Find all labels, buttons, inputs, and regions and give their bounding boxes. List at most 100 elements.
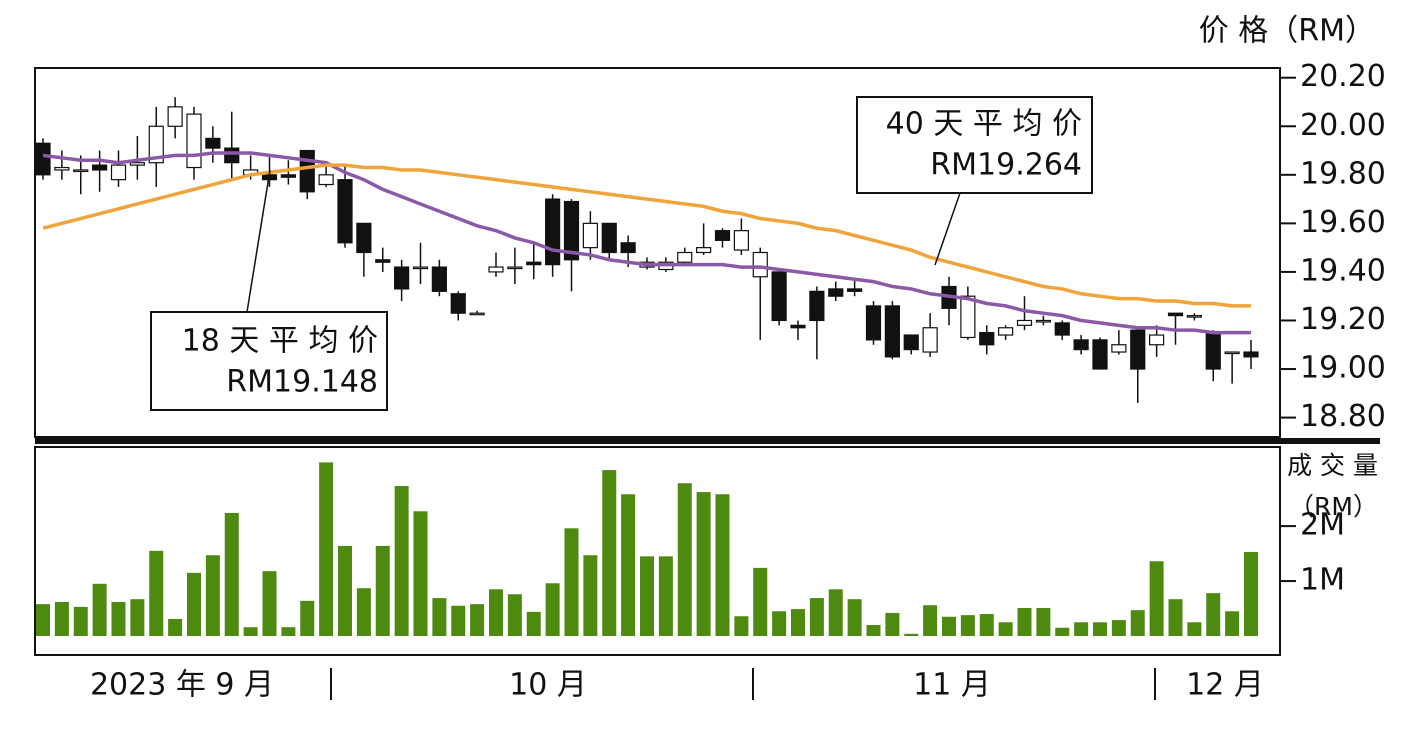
volume-bar <box>36 604 50 636</box>
candle-body <box>394 266 410 290</box>
volume-bar <box>866 625 881 636</box>
candle-body <box>696 247 712 254</box>
volume-bar <box>73 606 88 636</box>
leader-line <box>246 169 271 313</box>
volume-bar <box>319 462 334 636</box>
volume-bar <box>149 550 164 636</box>
volume-bar <box>338 545 352 636</box>
candle-body <box>356 222 372 254</box>
candle-body <box>563 200 580 261</box>
candle-body <box>337 179 353 244</box>
candle-body <box>318 174 334 186</box>
volume-bar <box>809 598 824 636</box>
candle-body <box>1111 344 1127 353</box>
volume-bar <box>243 627 258 636</box>
volume-panel <box>34 446 1281 656</box>
volume-bar <box>432 598 447 636</box>
y-tick-label: 19.40 <box>1300 253 1386 288</box>
marks: 18.80 19.00 19.20 19.40 19.60 19.80 20.00 20.20… <box>35 59 1386 636</box>
annotation-box <box>856 96 1093 194</box>
candle-body <box>205 137 221 149</box>
volume-bar <box>1074 622 1089 636</box>
volume-bar <box>413 511 428 636</box>
volume-bar <box>1036 607 1051 636</box>
volume-bar <box>1055 627 1070 636</box>
volume-bar <box>1187 622 1202 636</box>
candle-body <box>129 162 145 166</box>
candle-body <box>771 271 787 322</box>
volume-bar <box>168 618 183 636</box>
volume-bar <box>111 601 126 636</box>
volume-bar <box>885 612 900 636</box>
volume-bar <box>847 599 862 636</box>
annotation-label: 18 天 平 均 价 <box>182 324 378 359</box>
candle-body <box>1149 334 1165 346</box>
candle-body <box>1243 351 1259 358</box>
volume-bar <box>526 611 541 636</box>
candle-body <box>903 334 919 351</box>
moving-average-line <box>42 151 1251 335</box>
candle-body <box>526 261 542 266</box>
volume-bar <box>904 633 919 636</box>
volume-bar <box>753 567 768 636</box>
candle-body <box>620 242 636 254</box>
candle-body <box>979 332 995 346</box>
y-tick-label: 20.00 <box>1300 108 1386 143</box>
candle-body <box>601 222 617 254</box>
volume-bar <box>942 616 956 636</box>
volume-bar <box>451 605 466 636</box>
volume-axis-title: （RM） <box>1289 492 1378 521</box>
y-tick-label: 2M <box>1300 508 1345 543</box>
candle-body <box>828 288 844 297</box>
volume-bar <box>677 483 692 636</box>
volume-bar <box>394 486 409 636</box>
volume-bar <box>658 556 673 636</box>
y-tick-label: 1M <box>1300 563 1345 598</box>
volume-bar <box>923 605 938 636</box>
y-tick-label: 19.20 <box>1300 302 1386 337</box>
candle-body <box>507 266 523 270</box>
candle-body <box>488 266 504 273</box>
annotation-box <box>150 311 388 411</box>
volume-bar <box>998 622 1013 636</box>
candle-body <box>582 222 598 249</box>
candle-body <box>92 164 108 171</box>
volume-bar <box>262 571 277 636</box>
volume-bar <box>224 512 239 636</box>
candle-body <box>35 142 51 176</box>
volume-bar <box>772 611 787 636</box>
volume-bar <box>602 470 617 636</box>
volume-bar <box>1017 607 1032 636</box>
candle-body <box>922 327 938 353</box>
volume-bar <box>489 589 503 636</box>
candle-body <box>677 251 693 263</box>
candle-body <box>110 164 127 181</box>
candle-body <box>148 125 164 164</box>
volume-bar <box>1168 599 1183 636</box>
candle-body <box>714 230 731 241</box>
candle-body <box>809 290 825 322</box>
volume-bar <box>1093 622 1107 636</box>
volume-bar <box>791 609 805 636</box>
volume-bar <box>1244 551 1258 636</box>
volume-bar <box>828 589 843 636</box>
volume-bar <box>1206 593 1221 636</box>
volume-bar <box>470 604 485 636</box>
volume-bar <box>621 494 636 636</box>
candle-body <box>545 198 561 266</box>
month-label: 2023 年 9 月 <box>90 668 274 703</box>
volume-bar <box>564 528 579 636</box>
month-label: 10 月 <box>509 668 587 703</box>
month-label: 11 月 <box>913 668 991 703</box>
candle-body <box>1092 339 1108 370</box>
candle-body <box>54 166 70 171</box>
volume-bar <box>205 555 220 636</box>
candle-body <box>280 174 296 178</box>
candle-body <box>1205 332 1221 370</box>
volume-bar <box>960 615 975 636</box>
y-tick-label: 19.60 <box>1300 205 1386 240</box>
annotation-value: RM19.264 <box>930 148 1082 183</box>
candle-body <box>1016 319 1033 326</box>
candle-body <box>847 288 863 292</box>
leader-line <box>934 192 961 266</box>
